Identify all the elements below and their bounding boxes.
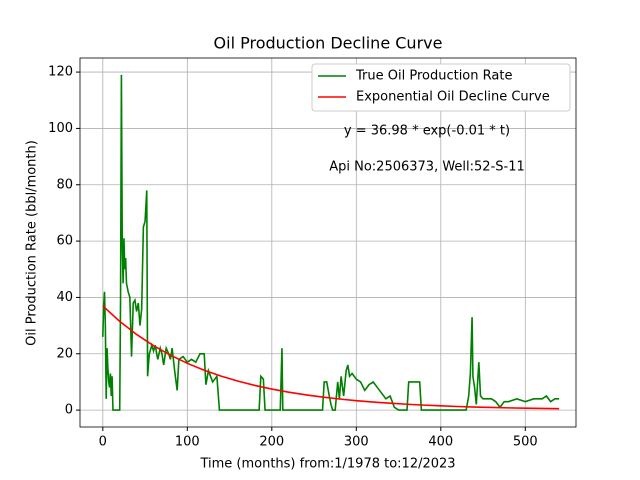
annotation: y = 36.98 * exp(-0.01 * t): [344, 124, 510, 139]
y-tick-label: 40: [56, 290, 73, 305]
chart-title: Oil Production Decline Curve: [214, 34, 443, 53]
legend-label: True Oil Production Rate: [355, 69, 512, 84]
legend-label: Exponential Oil Decline Curve: [356, 90, 550, 105]
x-tick-label: 200: [259, 435, 284, 450]
x-tick-label: 400: [428, 435, 453, 450]
y-tick-label: 80: [56, 177, 73, 192]
x-tick-label: 500: [513, 435, 538, 450]
x-tick-label: 300: [344, 435, 369, 450]
y-tick-label: 100: [48, 121, 73, 136]
x-axis-label: Time (months) from:1/1978 to:12/2023: [199, 457, 455, 472]
legend-box: [311, 63, 571, 112]
y-tick-label: 0: [65, 403, 73, 418]
y-tick-label: 60: [56, 234, 73, 249]
y-tick-label: 20: [56, 346, 73, 361]
y-tick-label: 120: [48, 65, 73, 80]
data-line: [102, 74, 560, 411]
annotation: Api No:2506373, Well:52-S-11: [329, 160, 525, 175]
plot-frame: [79, 57, 577, 428]
x-tick-label: 0: [99, 435, 107, 450]
x-tick-label: 100: [175, 435, 200, 450]
y-axis-label: Oil Production Rate (bbl/month): [25, 140, 40, 346]
data-line: [102, 305, 560, 410]
